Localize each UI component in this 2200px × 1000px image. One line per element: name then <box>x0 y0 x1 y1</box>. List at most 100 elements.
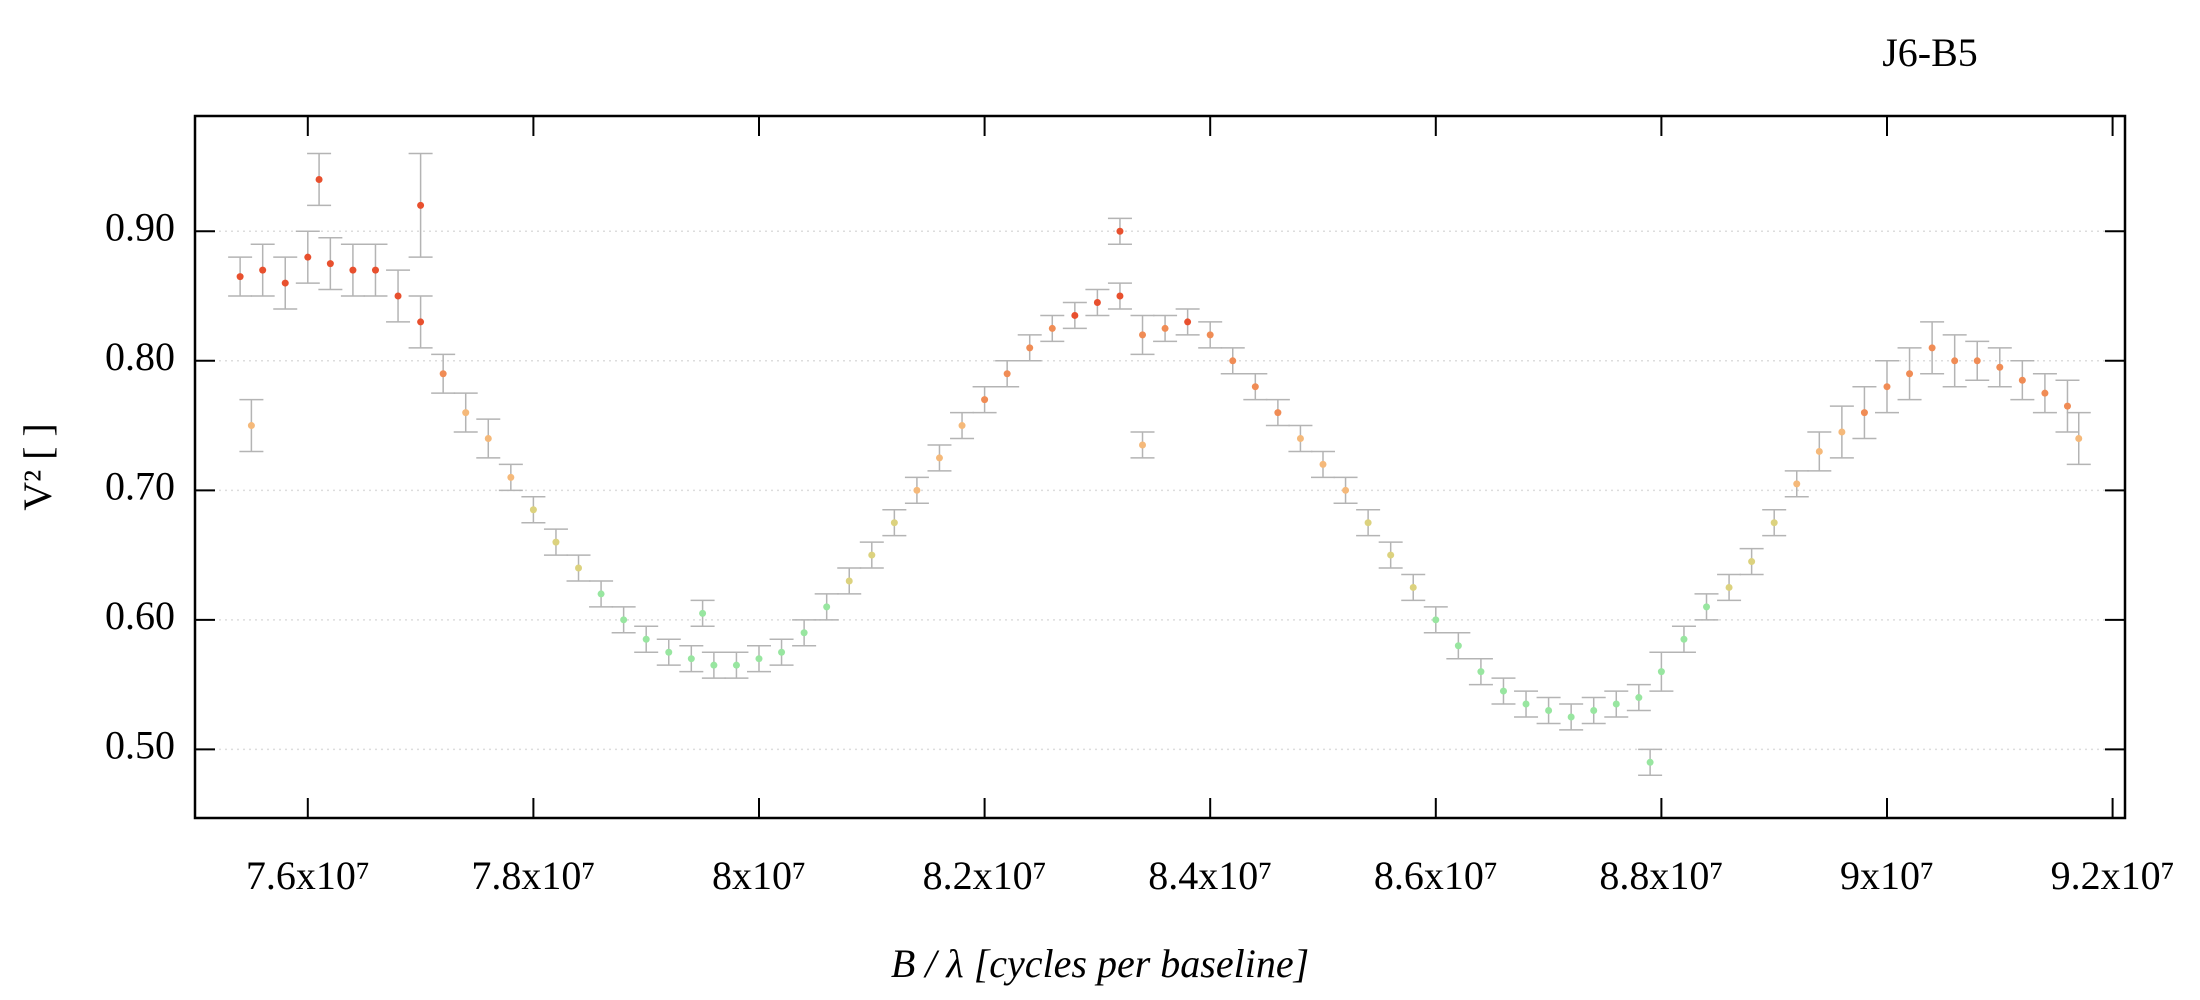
x-tick-label: 8.8x10⁷ <box>1599 853 1723 898</box>
point <box>304 253 312 261</box>
y-axis-label: V² [ ] <box>15 423 60 511</box>
point <box>2018 376 2026 384</box>
point <box>507 473 515 481</box>
point <box>1951 357 1959 365</box>
plot-frame <box>193 114 2127 820</box>
y-tick-label: 0.70 <box>105 463 175 508</box>
point <box>710 661 718 669</box>
point <box>1116 292 1124 300</box>
point <box>1906 370 1914 378</box>
point <box>1815 447 1823 455</box>
point <box>1680 635 1688 643</box>
x-tick-label: 7.8x10⁷ <box>471 853 595 898</box>
point <box>281 279 289 287</box>
point <box>620 616 628 624</box>
point <box>845 577 853 585</box>
point <box>371 266 379 274</box>
x-tick-label: 8.4x10⁷ <box>1148 853 1272 898</box>
point <box>1161 324 1169 332</box>
point <box>1477 668 1485 676</box>
point <box>439 370 447 378</box>
point <box>1883 383 1891 391</box>
y-tick-label: 0.80 <box>105 334 175 379</box>
point <box>823 603 831 611</box>
point <box>958 422 966 430</box>
point <box>417 201 425 209</box>
point <box>1139 441 1147 449</box>
point <box>2041 389 2049 397</box>
point <box>981 396 989 404</box>
point <box>1432 616 1440 624</box>
x-tick-label: 9x10⁷ <box>1840 853 1934 898</box>
point <box>1274 409 1282 417</box>
x-tick-label: 8x10⁷ <box>712 853 806 898</box>
point <box>597 590 605 598</box>
point <box>1364 519 1372 527</box>
x-axis-label: B / λ [cycles per baseline] <box>891 941 1309 986</box>
point <box>326 260 334 268</box>
point <box>1093 299 1101 307</box>
point <box>462 409 470 417</box>
point <box>417 318 425 326</box>
x-tick-label: 7.6x10⁷ <box>246 853 370 898</box>
point <box>394 292 402 300</box>
point <box>552 538 560 546</box>
point <box>1838 428 1846 436</box>
point <box>315 175 323 183</box>
point <box>913 486 921 494</box>
point <box>1928 344 1936 352</box>
point <box>699 609 707 617</box>
point <box>529 506 537 514</box>
point <box>1646 758 1654 766</box>
point <box>732 661 740 669</box>
y-tick-label: 0.50 <box>105 723 175 768</box>
point <box>1793 480 1801 488</box>
point <box>1635 694 1643 702</box>
point <box>1251 383 1259 391</box>
point <box>935 454 943 462</box>
point <box>642 635 650 643</box>
point <box>1996 363 2004 371</box>
point <box>1229 357 1237 365</box>
point <box>1026 344 1034 352</box>
point <box>1296 435 1304 443</box>
point <box>1184 318 1192 326</box>
point <box>778 648 786 656</box>
point <box>1860 409 1868 417</box>
point <box>1048 324 1056 332</box>
chart-title: J6-B5 <box>1882 30 1978 75</box>
point <box>1748 558 1756 566</box>
point <box>890 519 898 527</box>
y-tick-label: 0.90 <box>105 204 175 249</box>
x-tick-label: 8.2x10⁷ <box>923 853 1047 898</box>
point <box>1139 331 1147 339</box>
point <box>1522 700 1530 708</box>
point <box>868 551 876 559</box>
point <box>1657 668 1665 676</box>
point <box>1409 583 1417 591</box>
point <box>1319 460 1327 468</box>
point <box>665 648 673 656</box>
point <box>484 435 492 443</box>
point <box>1590 706 1598 714</box>
point <box>1387 551 1395 559</box>
point <box>1725 583 1733 591</box>
point <box>575 564 583 572</box>
y-tick-label: 0.60 <box>105 593 175 638</box>
point <box>2063 402 2071 410</box>
point <box>1703 603 1711 611</box>
point <box>1206 331 1214 339</box>
point <box>2075 435 2083 443</box>
point <box>259 266 267 274</box>
point <box>1499 687 1507 695</box>
x-tick-label: 8.6x10⁷ <box>1374 853 1498 898</box>
point <box>1454 642 1462 650</box>
point <box>349 266 357 274</box>
point <box>1612 700 1620 708</box>
point <box>687 655 695 663</box>
x-tick-label: 9.2x10⁷ <box>2051 853 2175 898</box>
point <box>800 629 808 637</box>
point <box>1003 370 1011 378</box>
